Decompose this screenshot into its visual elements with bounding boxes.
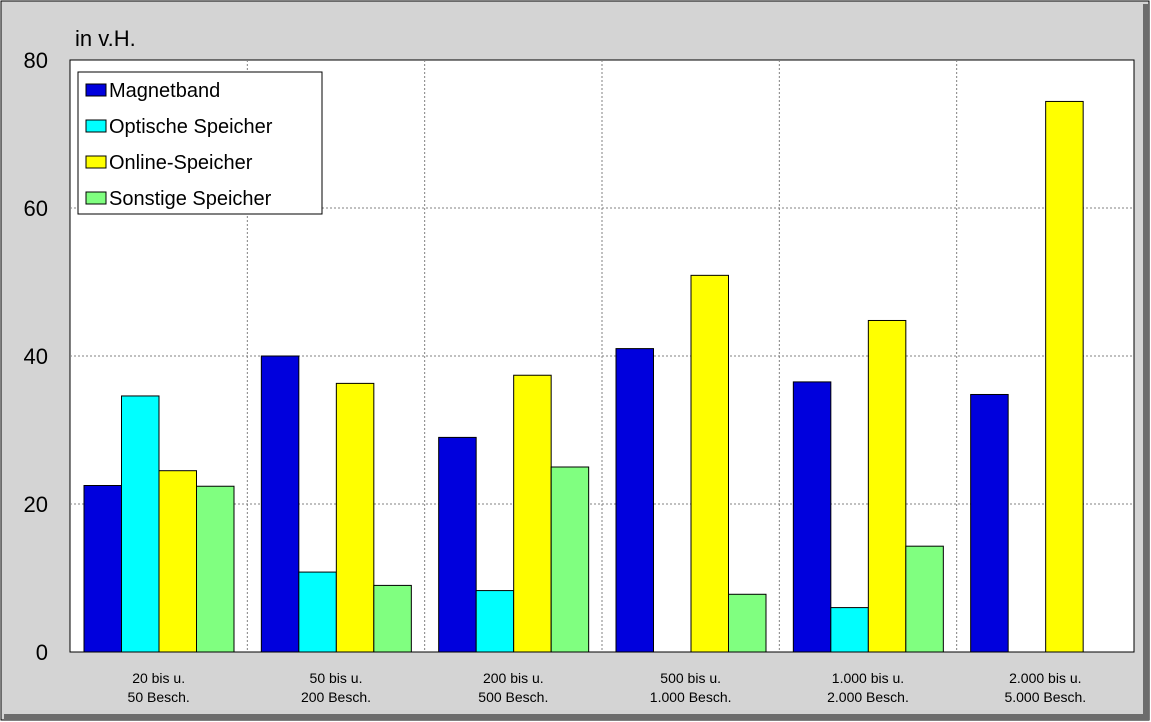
bar-optische-speicher: [298, 571, 337, 653]
y-tick-label: 80: [24, 48, 48, 73]
x-tick-label: 2.000 Besch.: [827, 689, 909, 705]
bar-online-speicher: [867, 319, 907, 653]
x-tick-label: 500 Besch.: [478, 689, 548, 705]
y-axis-label: in v.H.: [75, 26, 136, 51]
bar-online-speicher: [1045, 100, 1084, 653]
bars: [83, 100, 1121, 653]
legend-swatch: [85, 119, 107, 133]
x-axis-category-labels: 20 bis u. 50 Besch. 50 bis u. 200 Besch. 200…: [128, 670, 1087, 705]
y-axis-tick-labels: 0 20 40 60 80: [24, 48, 48, 665]
legend: Magnetband Optische Speicher Online-Speich…: [77, 71, 323, 215]
x-tick-label: 50 bis u.: [310, 670, 363, 686]
bar-online-speicher: [513, 374, 552, 653]
x-tick-label: 20 bis u.: [132, 670, 185, 686]
bar-magnetband: [438, 436, 477, 653]
bar-magnetband: [83, 485, 122, 653]
bar-sonstige-speicher: [373, 584, 412, 653]
x-tick-label: 200 Besch.: [301, 689, 371, 705]
y-tick-label: 20: [24, 492, 48, 517]
legend-swatch: [85, 83, 107, 97]
x-tick-label: 200 bis u.: [483, 670, 544, 686]
legend-label: Online-Speicher: [109, 152, 253, 174]
legend-label: Optische Speicher: [109, 116, 273, 138]
x-tick-label: 500 bis u.: [660, 670, 721, 686]
x-tick-label: 2.000 bis u.: [1009, 670, 1081, 686]
legend-box: [77, 71, 323, 215]
bar-magnetband: [260, 355, 300, 653]
bar-online-speicher: [690, 274, 729, 653]
legend-label: Magnetband: [109, 80, 220, 102]
frame-shadow-bottom: [4, 714, 1149, 720]
legend-label: Sonstige Speicher: [109, 188, 272, 210]
bar-online-speicher: [335, 382, 375, 653]
legend-swatch: [85, 191, 107, 205]
bar-optische-speicher: [121, 395, 160, 653]
bar-optische-speicher: [830, 607, 869, 653]
bar-sonstige-speicher: [905, 545, 944, 653]
bar-magnetband: [615, 348, 654, 653]
bar-sonstige-speicher: [728, 593, 767, 653]
x-tick-label: 50 Besch.: [128, 689, 190, 705]
y-tick-label: 40: [24, 344, 48, 369]
x-tick-label: 1.000 bis u.: [832, 670, 904, 686]
bar-magnetband: [970, 393, 1009, 653]
bar-sonstige-speicher: [196, 485, 235, 653]
bar-optische-speicher: [475, 590, 515, 653]
bar-sonstige-speicher: [550, 466, 590, 653]
legend-swatch: [85, 155, 107, 169]
frame-shadow-right: [1143, 4, 1149, 720]
y-tick-label: 0: [36, 640, 48, 665]
x-tick-label: 5.000 Besch.: [1004, 689, 1086, 705]
x-tick-label: 1.000 Besch.: [650, 689, 732, 705]
bar-online-speicher: [158, 470, 197, 653]
y-tick-label: 60: [24, 196, 48, 221]
bar-magnetband: [792, 381, 832, 653]
